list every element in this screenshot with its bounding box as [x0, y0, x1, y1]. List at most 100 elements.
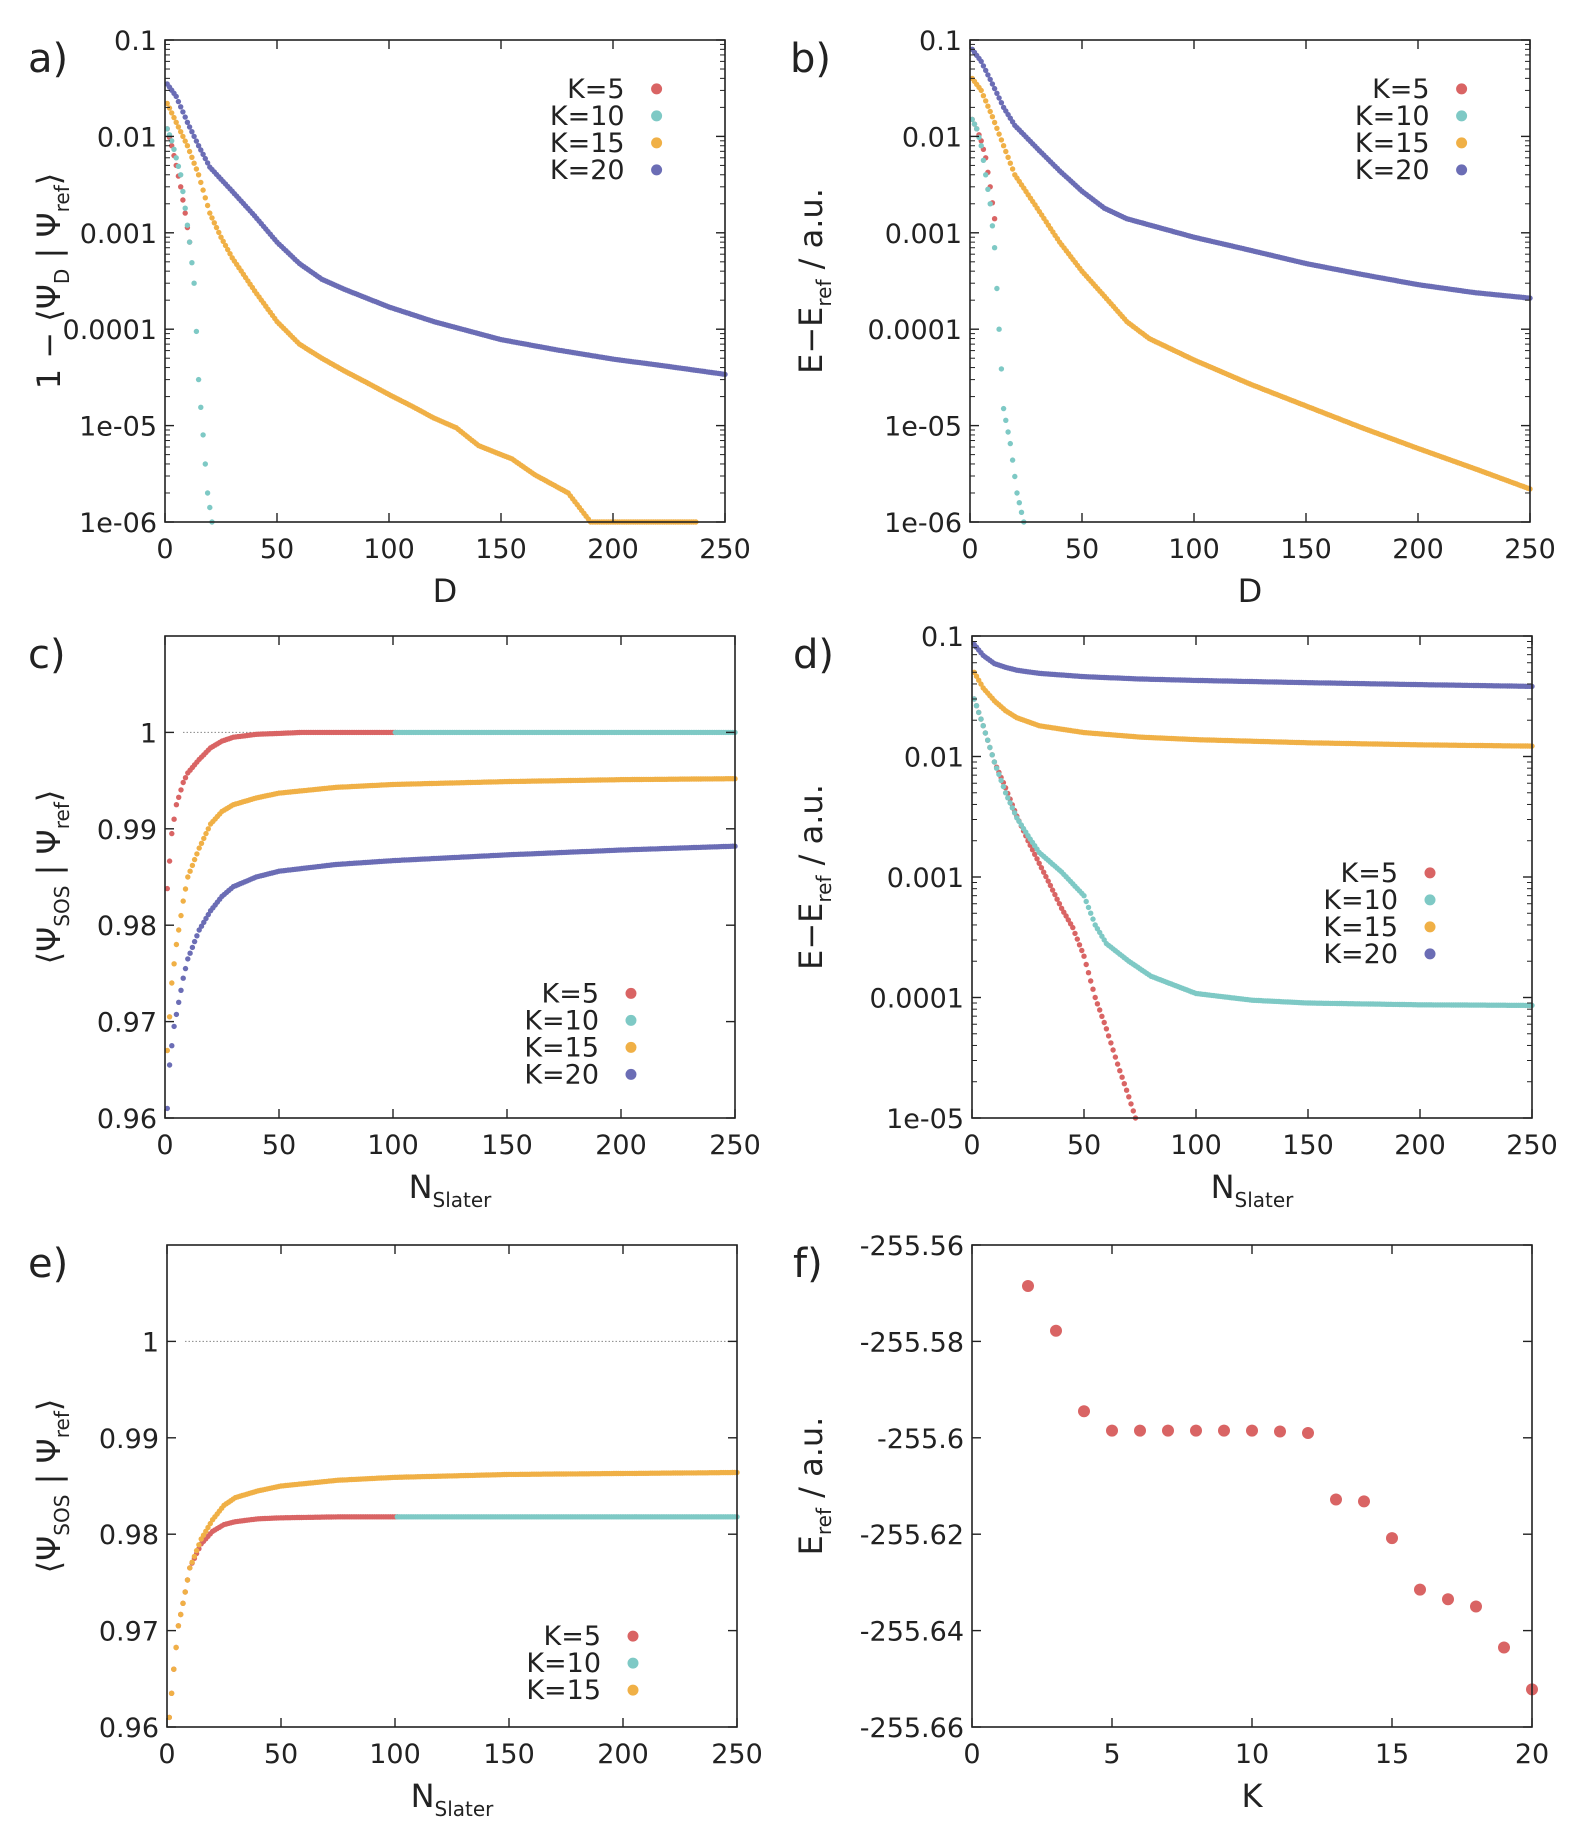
- data-point: [1003, 417, 1009, 423]
- data-point: [1302, 1427, 1314, 1439]
- data-point: [171, 146, 177, 152]
- plot-frame: [971, 635, 1533, 1119]
- legend-label: K=10: [1355, 101, 1430, 132]
- legend-marker: [651, 137, 663, 149]
- legend-label: K=5: [541, 978, 599, 1009]
- data-point: [1092, 994, 1098, 1001]
- y-tick-label: 1e-05: [79, 412, 157, 443]
- data-point: [1005, 154, 1011, 160]
- data-point: [180, 109, 186, 115]
- series-k-5: [971, 696, 1139, 1121]
- data-point: [1016, 500, 1022, 506]
- data-point: [998, 100, 1005, 106]
- data-point: [1002, 790, 1009, 796]
- y-tick-label: 0.001: [887, 863, 964, 894]
- data-point: [178, 787, 184, 793]
- data-point: [186, 148, 193, 155]
- x-tick-label: 200: [595, 1130, 647, 1161]
- legend-marker: [625, 1068, 637, 1080]
- data-point: [991, 245, 998, 251]
- plot-area: [1022, 1280, 1538, 1696]
- legend-label: K=10: [526, 1648, 601, 1679]
- panel-f: f) 0 5 10 15 20 -255.66 -255.64 -255.62 -255.6 -25…: [792, 1231, 1549, 1815]
- data-point: [996, 326, 1002, 332]
- data-point: [1054, 896, 1060, 902]
- x-tick-label: 0: [963, 1739, 980, 1770]
- plot-frame: [166, 1244, 738, 1728]
- y-tick-label: 1: [140, 718, 157, 749]
- x-tick-label: 20: [1515, 1739, 1549, 1770]
- data-point: [1000, 143, 1007, 149]
- data-point: [989, 223, 996, 229]
- y-tick-label: 0.01: [902, 122, 962, 153]
- data-point: [176, 999, 182, 1005]
- panel-b: b) 0 50 100 150 200 250 1e-06 1e-05 0.0001 0.001 0.…: [790, 26, 1556, 610]
- panel-label: f): [793, 1241, 823, 1287]
- data-point: [1112, 1054, 1119, 1060]
- data-point: [193, 328, 200, 335]
- data-point: [205, 1524, 211, 1531]
- data-point: [176, 794, 182, 800]
- data-point: [191, 133, 197, 140]
- data-point: [1105, 1033, 1112, 1039]
- data-point: [198, 404, 204, 410]
- data-point: [1009, 805, 1015, 811]
- data-point: [1274, 1425, 1286, 1438]
- data-point: [213, 224, 220, 231]
- data-point: [200, 187, 206, 193]
- data-point: [998, 137, 1005, 143]
- series-k-15: [971, 669, 1535, 749]
- data-point: [202, 155, 208, 162]
- data-point: [1022, 1280, 1034, 1292]
- data-point: [1085, 970, 1092, 976]
- data-point: [203, 915, 209, 922]
- data-point: [978, 716, 984, 722]
- y-tick-label: -255.56: [860, 1231, 964, 1262]
- data-point: [1121, 1081, 1128, 1087]
- series-k-10: [164, 126, 215, 525]
- data-point: [178, 184, 184, 190]
- legend-label: K=15: [1355, 128, 1430, 159]
- data-point: [1128, 1101, 1134, 1107]
- data-point: [1005, 795, 1011, 801]
- plot-frame: [164, 635, 736, 1119]
- data-point: [169, 1043, 175, 1049]
- series-k-15: [969, 75, 1533, 492]
- data-point: [1218, 1424, 1230, 1437]
- data-point: [1000, 405, 1007, 412]
- y-tick-label: 0.01: [904, 743, 964, 774]
- legend-label: K=10: [524, 1005, 599, 1036]
- x-tick-label: 200: [1394, 1130, 1446, 1161]
- x-tick-label: 200: [597, 1739, 649, 1770]
- data-point: [1036, 860, 1042, 866]
- data-point: [1003, 148, 1009, 155]
- legend-marker: [1424, 894, 1436, 906]
- y-tick-label: -255.62: [860, 1520, 964, 1551]
- data-point: [973, 673, 980, 679]
- data-point: [182, 210, 188, 216]
- data-point: [184, 119, 191, 126]
- data-point: [1106, 1424, 1118, 1437]
- data-point: [1038, 865, 1045, 871]
- data-point: [1049, 887, 1056, 893]
- data-point: [980, 63, 987, 69]
- legend-marker: [1456, 137, 1468, 149]
- data-point: [985, 186, 991, 192]
- data-point: [198, 923, 205, 929]
- series-k-10: [971, 696, 1535, 1009]
- x-axis-label: NSlater​: [1211, 1168, 1295, 1212]
- data-point: [178, 129, 184, 135]
- data-point: [1083, 961, 1089, 968]
- y-tick-label: 0.0001: [63, 315, 157, 346]
- data-point: [227, 251, 233, 257]
- data-point: [989, 81, 996, 87]
- data-point: [166, 1062, 173, 1068]
- data-point: [180, 133, 186, 140]
- data-point: [1470, 1600, 1482, 1613]
- data-point: [180, 779, 186, 786]
- legend-label: K=5: [1340, 858, 1398, 889]
- data-point: [985, 103, 991, 109]
- data-point: [198, 840, 205, 846]
- data-point: [1110, 1047, 1116, 1053]
- data-point: [202, 195, 208, 201]
